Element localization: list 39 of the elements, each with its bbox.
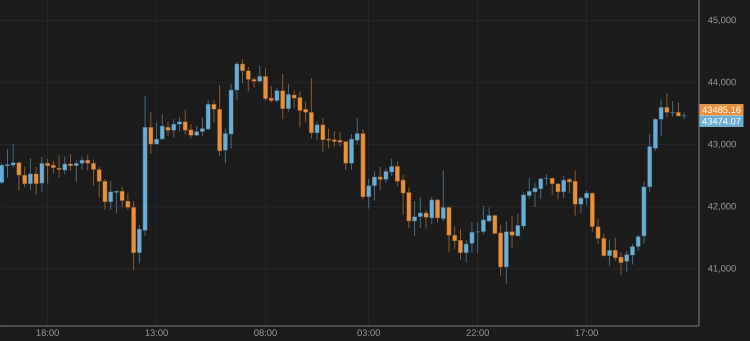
candlestick <box>286 83 291 112</box>
candlestick <box>68 154 73 172</box>
text: 43474.07 <box>702 118 741 124</box>
candlestick <box>664 92 670 118</box>
candlestick <box>607 239 612 266</box>
candlestick <box>166 121 170 136</box>
candlestick <box>464 240 469 264</box>
y-tick-label: 45,000 <box>708 16 736 24</box>
candlestick <box>670 100 675 118</box>
text: 43485.16 <box>702 106 741 114</box>
candlestick <box>62 156 68 175</box>
x-tick-label: 22:00 <box>466 329 489 336</box>
candlestick <box>510 216 514 249</box>
x-tick-label: 13:00 <box>146 329 168 336</box>
y-tick-label: 41,000 <box>708 265 736 273</box>
candlestick <box>28 158 33 190</box>
y-tick-label: 42,000 <box>708 202 736 211</box>
candlestick <box>274 88 280 103</box>
y-tick-label: 44,000 <box>708 78 736 86</box>
candlestick <box>148 112 154 154</box>
candlestick <box>435 198 440 224</box>
candlestick <box>314 121 320 141</box>
x-tick-label: 17:00 <box>576 329 598 336</box>
candlestick <box>40 156 44 192</box>
x-tick-label: 03:00 <box>357 329 380 336</box>
candlestick <box>120 186 125 208</box>
candlestick <box>34 166 38 196</box>
candlestick <box>440 170 446 222</box>
candlestick <box>378 166 383 190</box>
candlestick <box>676 102 681 117</box>
x-tick-label: 08:00 <box>254 329 277 336</box>
y-tick-label: 43,000 <box>708 140 736 149</box>
candlestick <box>257 65 262 84</box>
candlestick <box>429 196 434 225</box>
candlestick <box>561 175 566 199</box>
candlestick <box>424 209 428 229</box>
x-tick-label: 18:00 <box>36 329 59 336</box>
candlestick <box>280 73 286 120</box>
candlestick <box>56 154 62 178</box>
